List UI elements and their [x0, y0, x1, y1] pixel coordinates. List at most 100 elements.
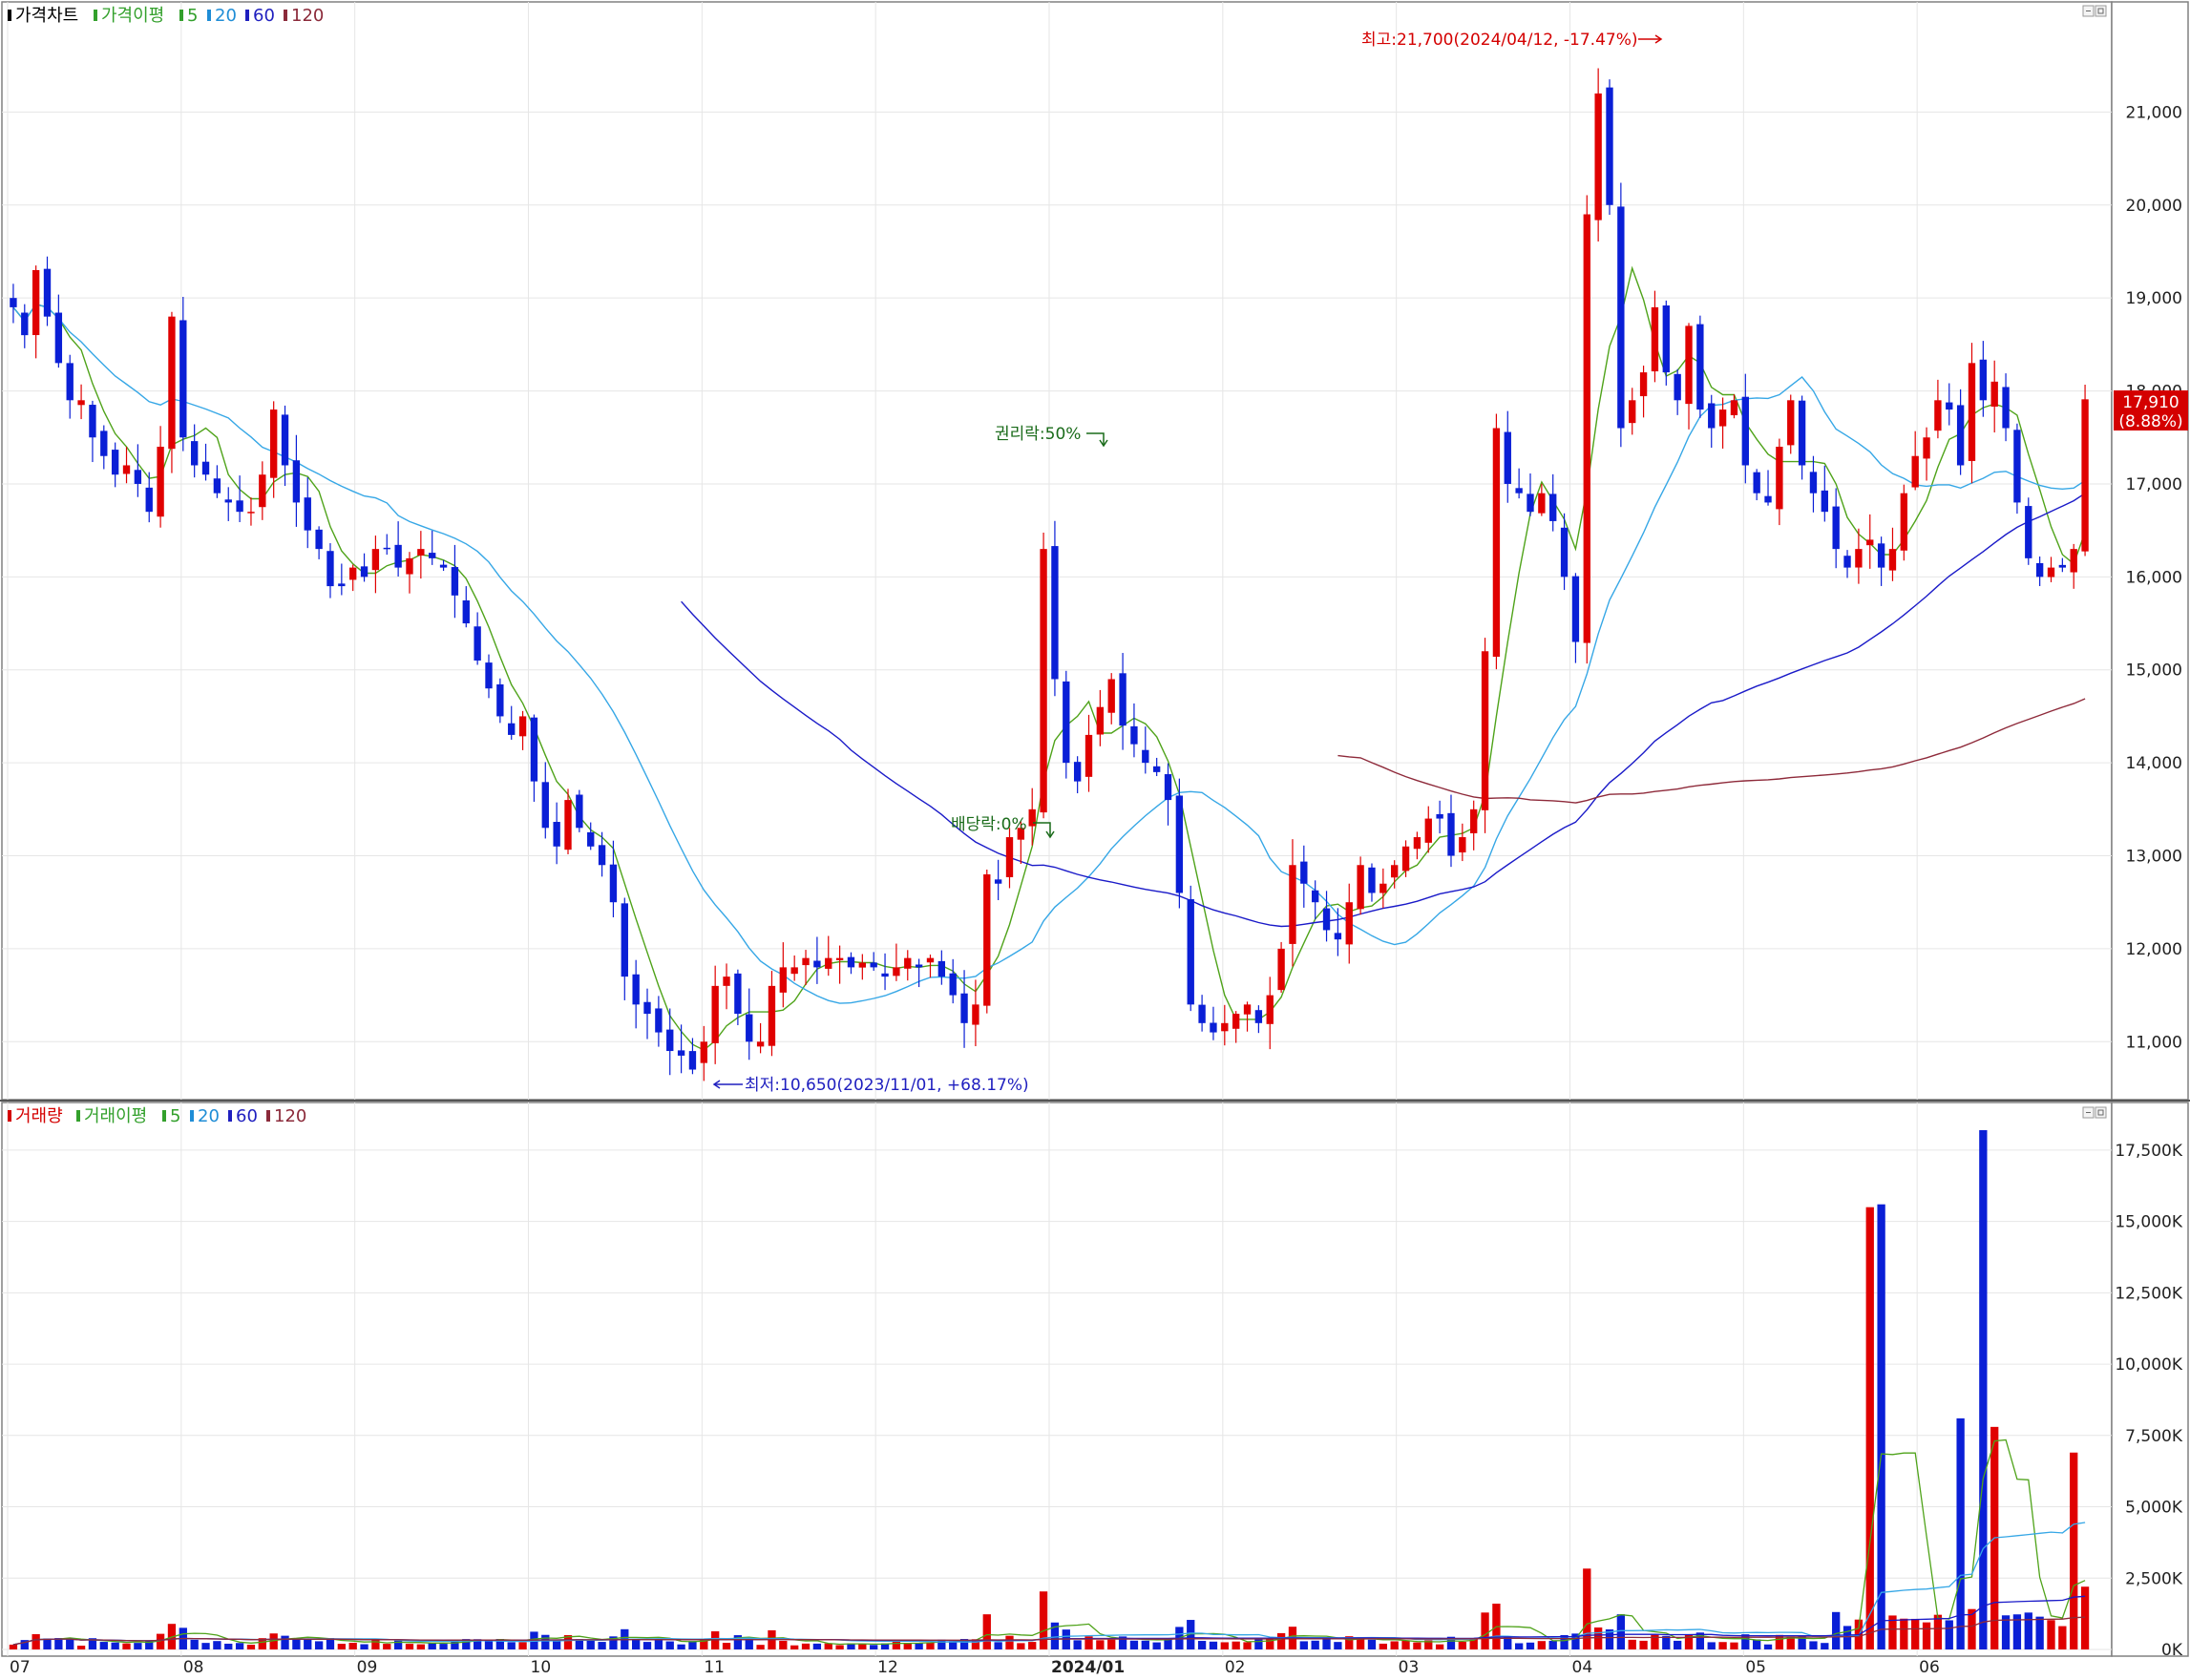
- volume-bar: [1005, 1635, 1014, 1649]
- volume-bar: [1073, 1640, 1082, 1649]
- volume-bar: [654, 1640, 663, 1649]
- candle-down: [1549, 494, 1557, 521]
- volume-y-tick-label: 0K: [2161, 1641, 2183, 1660]
- volume-bar: [383, 1644, 391, 1649]
- candle-down: [1447, 812, 1455, 856]
- candle-up: [1787, 400, 1795, 446]
- volume-bar: [1164, 1638, 1172, 1649]
- volume-bar: [1651, 1634, 1659, 1649]
- price-axis-frame: [2111, 1, 2189, 1101]
- candle-down: [1674, 373, 1681, 401]
- candle-up: [1266, 995, 1274, 1024]
- legend-swatch: [207, 10, 211, 21]
- volume-bar: [76, 1646, 86, 1649]
- legend-label: 20: [215, 6, 237, 26]
- volume-bar: [156, 1633, 165, 1649]
- volume-bar: [790, 1645, 799, 1649]
- legend-label: 가격이평: [101, 6, 164, 26]
- candle-up: [1096, 706, 1105, 735]
- legend-label: 120: [274, 1106, 306, 1126]
- x-tick-label: 04: [1572, 1658, 1593, 1676]
- volume-bar: [1050, 1622, 1060, 1649]
- price-ma-120-line: [1337, 698, 2086, 804]
- price-y-tick-label: 15,000: [2126, 662, 2182, 681]
- candle-down: [304, 497, 311, 531]
- candle-down: [847, 956, 855, 968]
- volume-bar: [473, 1639, 482, 1649]
- candle-up: [1243, 1004, 1252, 1015]
- candle-up: [32, 269, 40, 336]
- candle-up: [1730, 400, 1738, 415]
- volume-bar: [1311, 1640, 1319, 1649]
- volume-bar: [1413, 1642, 1421, 1649]
- volume-bar: [1583, 1568, 1591, 1649]
- candle-up: [77, 400, 85, 406]
- volume-bar: [1832, 1611, 1841, 1649]
- volume-bar: [99, 1642, 108, 1649]
- volume-bar: [337, 1644, 346, 1649]
- volume-bar: [1266, 1638, 1274, 1649]
- volume-bar: [1548, 1640, 1557, 1649]
- maximize-icon[interactable]: [2095, 5, 2107, 17]
- volume-bar: [88, 1638, 97, 1649]
- candle-up: [518, 716, 527, 737]
- volume-bar: [1356, 1637, 1365, 1649]
- x-tick-label: 08: [183, 1658, 204, 1676]
- volume-bar: [1786, 1636, 1795, 1649]
- legend-label: 거래이평: [84, 1106, 147, 1126]
- legend-swatch: [8, 1110, 11, 1122]
- volume-bar: [1334, 1642, 1342, 1649]
- legend-label: 5: [187, 6, 198, 26]
- legend-swatch: [179, 10, 183, 21]
- volume-bar: [937, 1639, 946, 1649]
- volume-bar: [122, 1643, 131, 1649]
- volume-bar: [1322, 1639, 1331, 1649]
- candle-down: [2013, 430, 2021, 503]
- volume-bar: [134, 1643, 142, 1649]
- candle-down: [1119, 673, 1127, 726]
- candle-down: [1832, 506, 1840, 550]
- candle-up: [1413, 837, 1421, 850]
- candle-up: [406, 557, 413, 575]
- volume-bar: [1753, 1639, 1761, 1649]
- volume-bar: [371, 1639, 380, 1649]
- volume-bar: [2012, 1614, 2022, 1649]
- candle-down: [1979, 359, 1988, 401]
- legend-swatch: [8, 10, 11, 21]
- maximize-icon[interactable]: [2095, 1106, 2107, 1119]
- candle-down: [1877, 543, 1885, 568]
- x-tick-label: 06: [1919, 1658, 1940, 1676]
- candle-up: [1084, 734, 1093, 777]
- candle-down: [1152, 766, 1161, 772]
- volume-bar: [722, 1643, 731, 1649]
- candle-down: [1708, 403, 1716, 429]
- current-price-value: 17,910: [2122, 393, 2179, 412]
- price-panel-window-controls[interactable]: [2082, 5, 2107, 17]
- volume-bar: [949, 1641, 958, 1649]
- volume-bar: [1537, 1641, 1547, 1649]
- volume-panel-window-controls[interactable]: [2082, 1106, 2107, 1119]
- candle-up: [1594, 93, 1602, 220]
- volume-bar: [292, 1639, 301, 1649]
- candle-down: [201, 461, 210, 475]
- candle-up: [349, 567, 357, 580]
- volume-bar: [959, 1639, 969, 1649]
- volume-bar: [2070, 1452, 2078, 1649]
- volume-bar: [190, 1639, 199, 1649]
- candle-down: [360, 566, 369, 578]
- volume-bar: [416, 1644, 425, 1649]
- candle-up: [122, 465, 131, 474]
- candle-down: [553, 822, 560, 847]
- volume-bar: [1695, 1632, 1705, 1649]
- volume-y-tick-label: 12,500K: [2115, 1284, 2182, 1303]
- candle-down: [462, 600, 470, 624]
- candle-up: [1855, 549, 1863, 568]
- volume-bar: [1514, 1643, 1524, 1649]
- volume-bar: [235, 1643, 244, 1649]
- candle-up: [1017, 828, 1025, 840]
- volume-bar: [1390, 1641, 1399, 1649]
- volume-bar: [812, 1643, 822, 1649]
- volume-bar: [1028, 1642, 1037, 1649]
- candle-down: [1946, 402, 1953, 410]
- rights-arrow-icon: [1086, 432, 1105, 445]
